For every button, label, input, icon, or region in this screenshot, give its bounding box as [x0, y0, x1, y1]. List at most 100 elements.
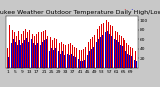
Bar — [103, 23, 104, 68]
Bar — [121, 36, 122, 68]
Bar — [60, 54, 61, 68]
Bar — [42, 42, 43, 68]
Bar — [55, 48, 56, 68]
Bar — [131, 56, 132, 68]
Bar — [67, 43, 68, 68]
Bar — [24, 40, 25, 68]
Bar — [15, 42, 16, 68]
Bar — [7, 48, 8, 68]
Bar — [78, 59, 79, 68]
Bar — [114, 39, 115, 68]
Bar — [49, 51, 50, 68]
Bar — [46, 39, 47, 68]
Bar — [126, 43, 127, 68]
Bar — [79, 50, 80, 68]
Bar — [76, 58, 77, 68]
Bar — [105, 32, 106, 68]
Bar — [56, 39, 57, 68]
Bar — [116, 40, 117, 68]
Bar — [21, 34, 22, 68]
Bar — [136, 61, 137, 68]
Bar — [32, 34, 33, 68]
Bar — [11, 34, 12, 68]
Bar — [52, 40, 53, 68]
Bar — [132, 58, 133, 68]
Bar — [71, 54, 72, 68]
Bar — [127, 54, 128, 68]
Bar — [8, 57, 9, 68]
Bar — [36, 34, 37, 68]
Bar — [70, 43, 71, 68]
Bar — [17, 45, 18, 68]
Bar — [75, 57, 76, 68]
Bar — [102, 35, 103, 68]
Bar — [134, 60, 135, 68]
Bar — [83, 49, 84, 68]
Bar — [124, 40, 125, 68]
Bar — [34, 36, 35, 68]
Bar — [72, 45, 73, 68]
Bar — [88, 42, 89, 68]
Bar — [122, 46, 123, 68]
Bar — [50, 37, 51, 68]
Bar — [111, 36, 112, 68]
Bar — [12, 30, 13, 68]
Bar — [38, 32, 39, 68]
Bar — [44, 40, 45, 68]
Bar — [117, 32, 118, 68]
Bar — [99, 26, 100, 68]
Bar — [130, 47, 131, 68]
Bar — [109, 34, 110, 68]
Bar — [77, 48, 78, 68]
Bar — [73, 56, 74, 68]
Bar — [68, 44, 69, 68]
Text: ·: · — [124, 6, 126, 15]
Bar — [23, 31, 24, 68]
Bar — [87, 55, 88, 68]
Bar — [125, 51, 126, 68]
Title: Milwaukee Weather Outdoor Temperature Daily High/Low: Milwaukee Weather Outdoor Temperature Da… — [0, 10, 160, 15]
Bar — [47, 36, 48, 68]
Bar — [100, 37, 101, 68]
Bar — [123, 38, 124, 68]
Bar — [106, 20, 107, 68]
Bar — [69, 55, 70, 68]
Bar — [54, 38, 55, 68]
Bar — [107, 31, 108, 68]
Bar — [19, 40, 20, 68]
Bar — [35, 45, 36, 68]
Bar — [119, 35, 120, 68]
Bar — [41, 32, 42, 68]
Bar — [51, 48, 52, 68]
Bar — [22, 43, 23, 68]
Bar — [25, 29, 26, 68]
Bar — [37, 43, 38, 68]
Bar — [108, 22, 109, 68]
Bar — [96, 42, 97, 68]
Bar — [135, 51, 136, 68]
Bar — [92, 37, 93, 68]
Bar — [112, 26, 113, 68]
Bar — [61, 42, 62, 68]
Bar — [94, 35, 95, 68]
Text: ·: · — [130, 6, 132, 15]
Bar — [31, 39, 32, 68]
Bar — [89, 51, 90, 68]
Bar — [63, 44, 64, 68]
Bar — [81, 50, 82, 68]
Bar — [91, 49, 92, 68]
Bar — [33, 43, 34, 68]
Bar — [74, 47, 75, 68]
Bar — [58, 51, 59, 68]
Bar — [82, 61, 83, 68]
Bar — [80, 61, 81, 68]
Bar — [98, 39, 99, 68]
Bar — [62, 51, 63, 68]
Bar — [29, 30, 30, 68]
Bar — [97, 29, 98, 68]
Bar — [14, 32, 15, 68]
Bar — [93, 47, 94, 68]
Bar — [101, 24, 102, 68]
Bar — [16, 36, 17, 68]
Bar — [128, 45, 129, 68]
